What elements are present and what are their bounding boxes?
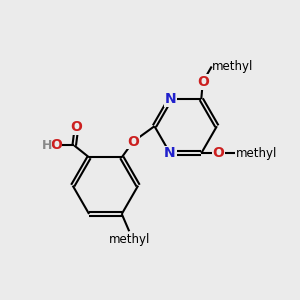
Text: methyl: methyl	[212, 60, 253, 73]
Text: methyl: methyl	[236, 147, 278, 160]
Text: H: H	[42, 139, 52, 152]
Text: O: O	[197, 75, 209, 89]
Text: O: O	[50, 139, 62, 152]
Text: N: N	[164, 92, 176, 106]
Text: O: O	[70, 120, 83, 134]
Text: O: O	[213, 146, 224, 160]
Text: N: N	[164, 146, 176, 160]
Text: O: O	[127, 135, 139, 149]
Text: methyl: methyl	[109, 233, 150, 246]
